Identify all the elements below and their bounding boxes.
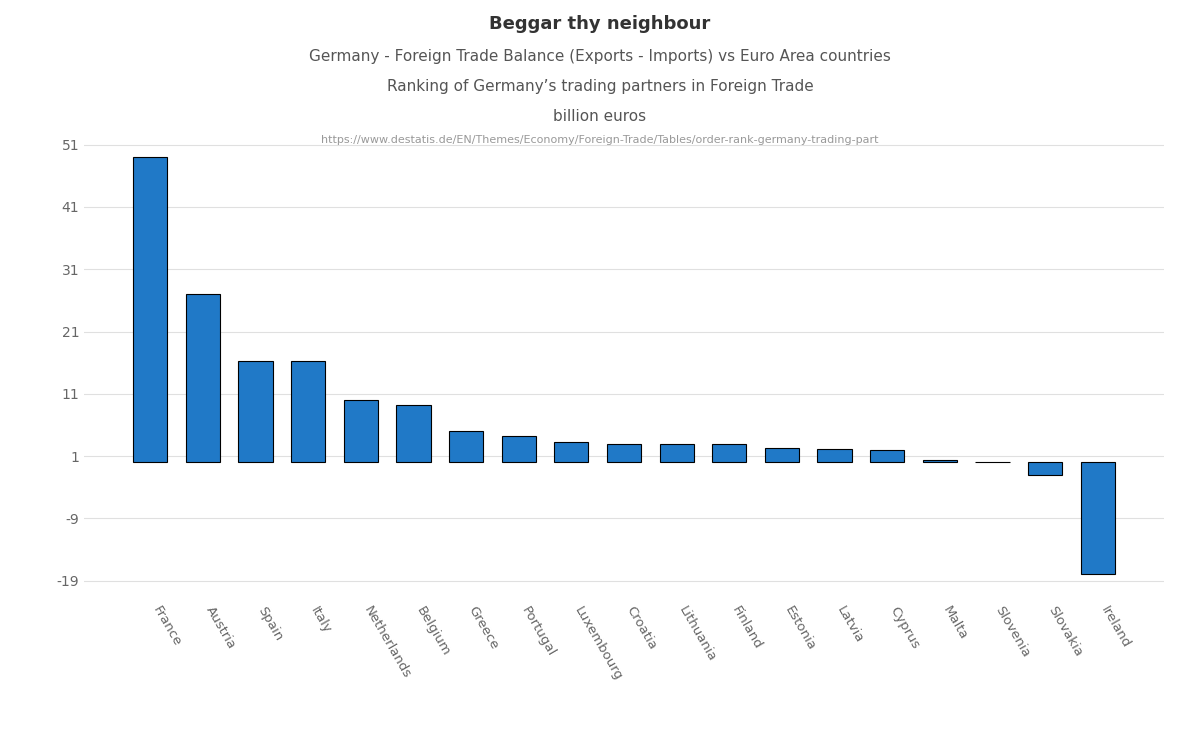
Bar <box>1028 462 1062 475</box>
Bar <box>239 361 272 462</box>
Bar <box>923 461 956 462</box>
Bar <box>764 448 799 462</box>
Bar <box>870 450 905 462</box>
Bar <box>660 443 694 462</box>
Text: billion euros: billion euros <box>553 109 647 124</box>
Bar <box>502 436 536 462</box>
Text: Beggar thy neighbour: Beggar thy neighbour <box>490 15 710 33</box>
Text: Germany - Foreign Trade Balance (Exports - Imports) vs Euro Area countries: Germany - Foreign Trade Balance (Exports… <box>310 49 890 64</box>
Text: Ranking of Germany’s trading partners in Foreign Trade: Ranking of Germany’s trading partners in… <box>386 79 814 94</box>
Bar <box>554 442 588 462</box>
Bar <box>396 405 431 462</box>
Bar <box>607 443 641 462</box>
Bar <box>186 294 220 462</box>
Bar <box>449 431 484 462</box>
Bar <box>817 449 852 462</box>
Text: https://www.destatis.de/EN/Themes/Economy/Foreign-Trade/Tables/order-rank-german: https://www.destatis.de/EN/Themes/Econom… <box>322 135 878 145</box>
Bar <box>1081 462 1115 574</box>
Bar <box>343 400 378 462</box>
Bar <box>292 361 325 462</box>
Bar <box>133 157 167 462</box>
Bar <box>712 444 746 462</box>
